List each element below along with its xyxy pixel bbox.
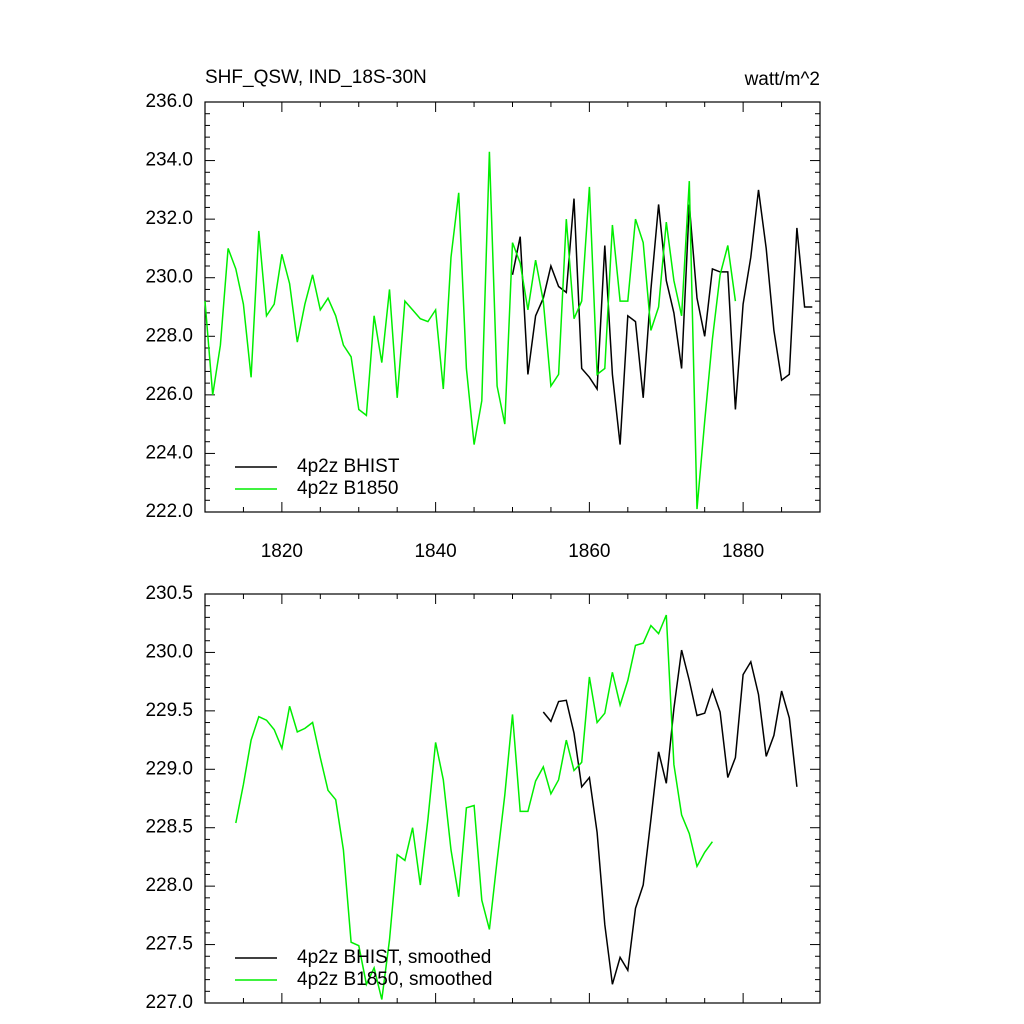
chart-title: SHF_QSW, IND_18S-30N (205, 67, 427, 88)
x-tick-label: 1820 (261, 541, 303, 562)
units-label: watt/m^2 (744, 69, 820, 90)
y-tick-label: 229.0 (145, 758, 193, 779)
y-tick-label: 224.0 (145, 442, 193, 463)
data-line (511, 189, 813, 445)
y-tick-label: 228.0 (145, 875, 193, 896)
plot-frame (204, 101, 821, 513)
y-tick-label: 226.0 (145, 384, 193, 405)
legend-label: 4p2z BHIST, smoothed (297, 947, 491, 968)
y-tick-label: 230.0 (145, 641, 193, 662)
x-tick-label: 1880 (722, 541, 764, 562)
y-tick-label: 228.5 (145, 817, 193, 838)
y-tick-label: 228.0 (145, 325, 193, 346)
y-tick-label: 230.0 (145, 267, 193, 288)
data-line (542, 649, 798, 985)
data-line (204, 151, 737, 510)
legend-label: 4p2z B1850, smoothed (297, 969, 492, 990)
data-line (235, 614, 714, 1000)
y-tick-label: 234.0 (145, 150, 193, 171)
x-tick-label: 1860 (568, 541, 610, 562)
y-tick-label: 222.0 (145, 501, 193, 522)
x-tick-label: 1840 (414, 541, 456, 562)
y-tick-label: 236.0 (145, 91, 193, 112)
y-tick-label: 229.5 (145, 700, 193, 721)
y-tick-label: 227.5 (145, 934, 193, 955)
y-tick-label: 232.0 (145, 208, 193, 229)
legend-label: 4p2z BHIST (297, 456, 400, 477)
y-tick-label: 230.5 (145, 583, 193, 604)
legend-label: 4p2z B1850 (297, 478, 398, 499)
y-tick-label: 227.0 (145, 992, 193, 1013)
plot-frame (204, 593, 821, 1004)
